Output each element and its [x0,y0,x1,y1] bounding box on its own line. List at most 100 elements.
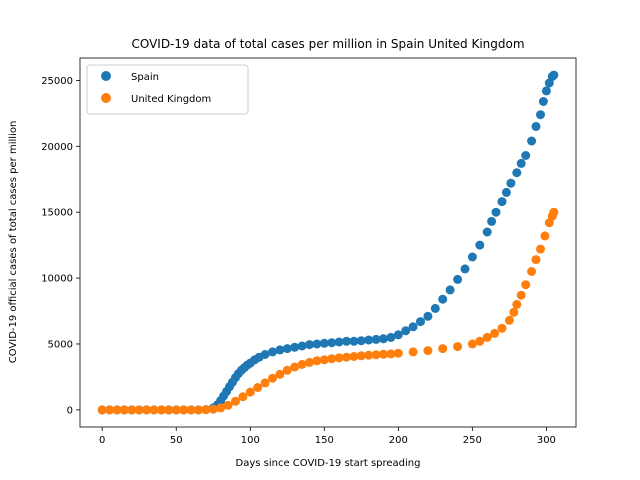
y-tick-label: 0 [67,405,73,416]
data-point-united-kingdom [208,404,218,414]
data-point-spain [475,240,485,250]
data-point-spain [260,350,270,359]
data-point-united-kingdom [521,280,531,290]
data-point-spain [290,342,300,352]
data-point-spain [386,332,396,342]
y-tick-label: 15000 [41,208,73,219]
data-point-united-kingdom [423,346,433,356]
data-point-united-kingdom [245,387,255,397]
data-point-united-kingdom [179,405,189,415]
series-united-kingdom [97,207,559,415]
axes-frame [79,57,577,428]
data-point-spain [536,110,545,120]
data-point-spain [319,338,329,348]
data-point-united-kingdom [142,405,152,415]
y-tick-label: 10000 [41,274,73,285]
data-point-spain [268,347,277,357]
y-tick-label: 5000 [48,339,73,350]
data-point-spain [549,70,559,80]
data-point-spain [393,330,403,340]
data-point-united-kingdom [186,405,196,415]
data-point-united-kingdom [275,369,285,379]
data-point-united-kingdom [134,405,144,415]
data-point-spain [312,339,322,349]
data-point-spain [501,187,511,197]
data-point-spain [445,285,455,295]
data-point-united-kingdom [223,400,233,410]
data-point-united-kingdom [260,378,270,388]
data-point-united-kingdom [349,352,359,361]
x-tick-label: 200 [389,435,408,446]
data-point-spain [541,86,551,96]
data-point-spain [349,336,359,346]
data-point-united-kingdom [467,339,477,349]
data-point-united-kingdom [393,348,403,358]
data-point-spain [305,340,314,350]
data-point-united-kingdom [201,405,211,415]
x-tick-label: 50 [170,435,183,446]
data-point-united-kingdom [156,405,166,415]
data-point-united-kingdom [371,350,381,360]
data-point-united-kingdom [97,405,107,415]
data-point-spain [297,341,307,351]
data-point-spain [334,337,344,347]
data-point-spain [438,294,448,304]
data-point-united-kingdom [531,255,541,265]
data-point-united-kingdom [453,342,463,352]
data-point-spain [282,344,292,354]
data-point-united-kingdom [504,315,514,325]
x-axis-label: Days since COVID-19 start spreading [236,458,421,469]
data-point-spain [512,168,522,178]
data-point-united-kingdom [105,405,115,415]
data-point-spain [371,334,381,344]
data-point-spain [327,338,337,348]
data-point-spain [416,317,425,327]
data-point-united-kingdom [127,405,137,415]
legend-box [86,64,249,115]
data-point-united-kingdom [268,373,277,383]
data-point-united-kingdom [253,383,263,392]
data-point-united-kingdom [536,244,545,254]
data-point-united-kingdom [149,405,159,415]
data-point-united-kingdom [527,267,537,276]
data-point-united-kingdom [497,323,507,333]
data-point-spain [467,252,477,262]
data-point-spain [521,151,531,160]
x-tick-label: 100 [241,435,260,446]
data-point-united-kingdom [379,349,388,359]
chart-title: COVID-19 data of total cases per million… [131,37,524,51]
data-point-united-kingdom [112,405,122,415]
data-point-spain [342,336,351,346]
data-point-united-kingdom [312,356,322,366]
data-point-spain [527,136,537,146]
data-point-spain [482,227,492,237]
data-point-united-kingdom [164,405,174,415]
x-axis: 0 50 100 150 200 250 300 [99,427,556,446]
data-point-spain [275,345,285,355]
data-point-united-kingdom [231,396,240,406]
data-point-united-kingdom [356,351,366,361]
x-tick-label: 300 [537,435,556,446]
data-point-united-kingdom [482,332,492,342]
y-axis: 0 5000 10000 15000 20000 25000 [41,76,80,416]
data-point-united-kingdom [282,365,292,375]
x-tick-label: 0 [99,435,105,446]
data-point-united-kingdom [305,357,314,367]
data-point-united-kingdom [334,353,344,363]
data-point-united-kingdom [364,350,374,360]
data-point-united-kingdom [327,354,337,364]
data-point-united-kingdom [319,355,329,365]
data-point-spain [364,335,374,345]
data-point-spain [460,264,470,274]
data-point-spain [430,303,440,313]
data-point-spain [531,122,541,131]
data-point-spain [516,158,526,168]
data-point-spain [379,334,388,344]
data-point-united-kingdom [540,231,550,241]
data-point-spain [401,326,411,336]
data-point-united-kingdom [475,336,485,346]
legend-marker-spain [101,71,111,81]
data-point-spain [453,274,463,284]
legend-marker-united-kingdom [101,93,111,103]
data-point-united-kingdom [490,328,500,338]
